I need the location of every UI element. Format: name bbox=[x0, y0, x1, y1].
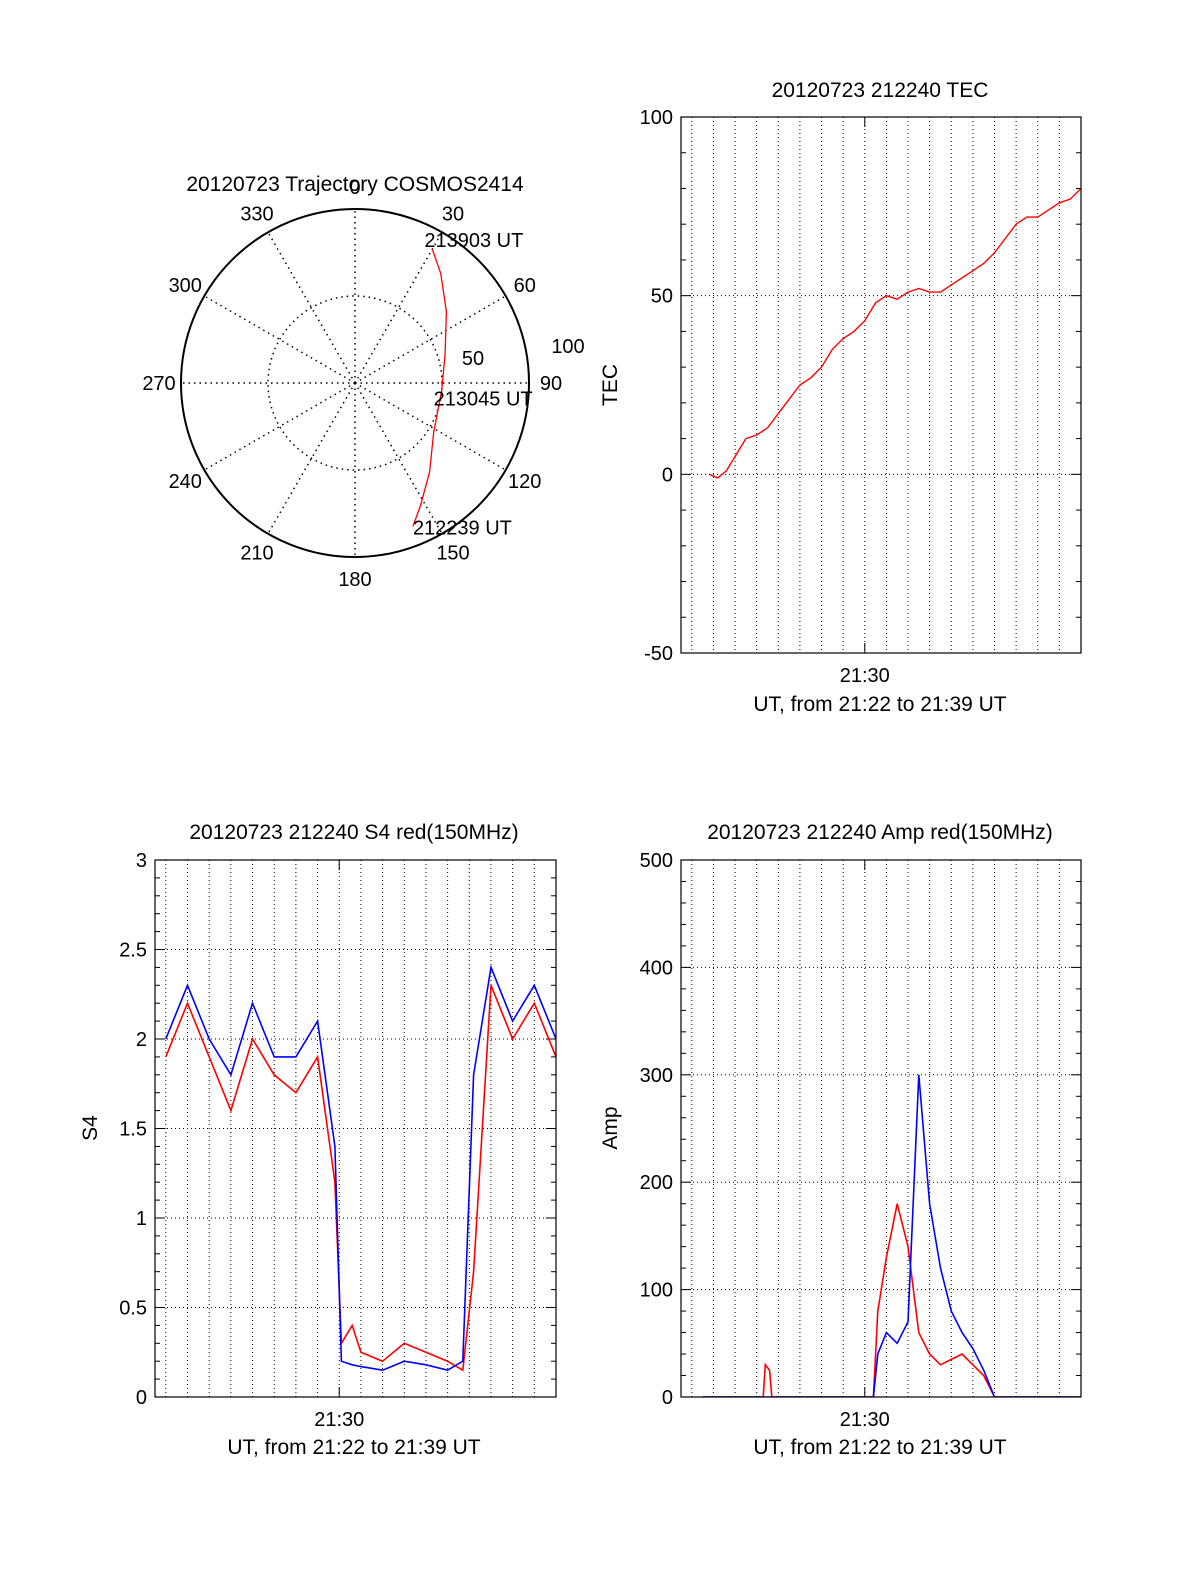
azimuth-label: 30 bbox=[442, 203, 464, 225]
s4-chart: 20120723 212240 S4 red(150MHz) UT, from … bbox=[79, 821, 557, 1459]
y-tick-label: -50 bbox=[644, 643, 673, 665]
y-tick-label: 2.5 bbox=[119, 940, 147, 962]
radial-label: 100 bbox=[551, 336, 584, 358]
y-tick-label: 0 bbox=[662, 1387, 673, 1409]
x-tick-label: 21:30 bbox=[314, 1409, 364, 1431]
series-group bbox=[708, 188, 1081, 479]
y-axis-label: Amp bbox=[599, 1106, 622, 1149]
plot-frame bbox=[680, 116, 1082, 654]
grid-spoke bbox=[354, 382, 507, 471]
series-group bbox=[165, 964, 556, 1372]
radial-label: 50 bbox=[462, 348, 484, 370]
plot-frame bbox=[154, 859, 557, 1398]
y-tick-label: 100 bbox=[640, 107, 673, 129]
x-tick-label: 21:30 bbox=[840, 1409, 890, 1431]
y-axis-label: S4 bbox=[79, 1115, 102, 1141]
x-tick-label: 21:30 bbox=[840, 665, 890, 687]
x-axis-label: UT, from 21:22 to 21:39 UT bbox=[753, 693, 1006, 716]
y-tick-label: 50 bbox=[651, 286, 673, 308]
azimuth-label: 330 bbox=[240, 203, 273, 225]
series-group bbox=[702, 1074, 1081, 1397]
polar-trajectory-chart: 20120723 Trajectory COSMOS2414 0 30 60 90 12… bbox=[142, 173, 584, 591]
outer-ring bbox=[180, 208, 530, 558]
time-label: 213903 UT bbox=[424, 230, 523, 252]
trajectory-line bbox=[412, 248, 448, 527]
tec-chart: 20120723 212240 TEC UT, from 21:22 to 21… bbox=[599, 79, 1082, 716]
grid-spoke bbox=[354, 231, 443, 384]
azimuth-label: 90 bbox=[540, 373, 562, 395]
series-line bbox=[702, 1074, 1081, 1397]
y-tick-label: 300 bbox=[640, 1065, 673, 1087]
y-axis-label: TEC bbox=[599, 364, 622, 406]
series-line bbox=[702, 1203, 1081, 1397]
azimuth-label: 0 bbox=[349, 177, 360, 199]
y-tick-label: 200 bbox=[640, 1172, 673, 1194]
y-tick-label: 500 bbox=[640, 850, 673, 872]
x-axis-label: UT, from 21:22 to 21:39 UT bbox=[753, 1436, 1006, 1459]
y-tick-label: 0 bbox=[662, 464, 673, 486]
series-line bbox=[165, 964, 556, 1372]
azimuth-label: 300 bbox=[169, 275, 202, 297]
y-tick-label: 400 bbox=[640, 957, 673, 979]
y-tick-label: 2 bbox=[136, 1029, 147, 1051]
y-tick-label: 100 bbox=[640, 1280, 673, 1302]
series-line bbox=[708, 188, 1081, 479]
y-tick-label: 1 bbox=[136, 1208, 147, 1230]
y-tick-label: 1.5 bbox=[119, 1119, 147, 1141]
grid-spoke bbox=[267, 382, 356, 535]
chart-title: 20120723 212240 TEC bbox=[772, 79, 989, 102]
grid-spoke bbox=[203, 382, 356, 471]
chart-title: 20120723 212240 Amp red(150MHz) bbox=[707, 821, 1053, 844]
y-tick-label: 0 bbox=[136, 1387, 147, 1409]
azimuth-label: 240 bbox=[169, 471, 202, 493]
chart-title: 20120723 212240 S4 red(150MHz) bbox=[189, 821, 518, 844]
grid-spoke bbox=[203, 295, 356, 384]
azimuth-label: 150 bbox=[436, 543, 469, 565]
y-tick-label: 0.5 bbox=[119, 1298, 147, 1320]
azimuth-label: 180 bbox=[338, 569, 371, 591]
azimuth-label: 120 bbox=[508, 471, 541, 493]
time-label: 212239 UT bbox=[413, 517, 512, 539]
grid-spoke bbox=[354, 382, 443, 535]
x-axis-label: UT, from 21:22 to 21:39 UT bbox=[227, 1436, 480, 1459]
amp-chart: 20120723 212240 Amp red(150MHz) UT, from… bbox=[599, 821, 1082, 1459]
azimuth-label: 210 bbox=[240, 543, 273, 565]
azimuth-label: 60 bbox=[514, 275, 536, 297]
plot-frame bbox=[680, 859, 1082, 1398]
time-label: 213045 UT bbox=[434, 389, 533, 411]
series-line bbox=[165, 985, 556, 1372]
grid-spoke bbox=[354, 295, 507, 384]
chart-title: 20120723 Trajectory COSMOS2414 bbox=[186, 173, 524, 196]
y-tick-label: 3 bbox=[136, 850, 147, 872]
grid-spoke bbox=[267, 231, 356, 384]
azimuth-label: 270 bbox=[142, 373, 175, 395]
